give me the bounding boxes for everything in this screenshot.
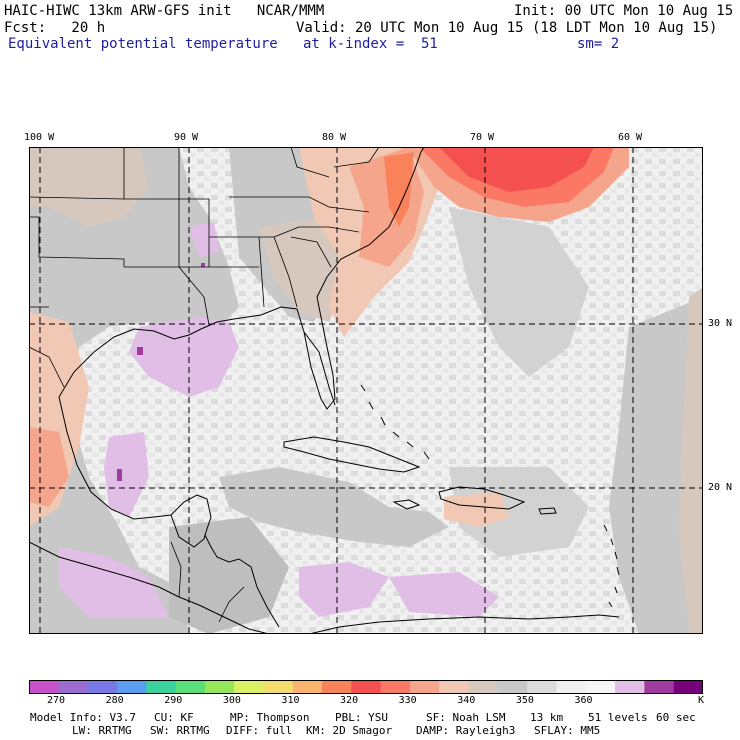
timestep: 60 sec <box>656 711 696 724</box>
colorbar-swatch <box>351 680 382 694</box>
lon-label-80w: 80 W <box>322 132 347 143</box>
valid-time: Valid: 20 UTC Mon 10 Aug 15 (18 LDT Mon … <box>296 20 718 36</box>
km-scheme: KM: 2D Smagor <box>306 724 393 737</box>
grey-regions <box>29 147 703 634</box>
lon-label-70w: 70 W <box>470 132 495 143</box>
colorbar-tick-label: 280 <box>105 695 124 706</box>
lat-label-30n: 30 N <box>708 318 733 329</box>
sflay-scheme: SFLAY: MM5 <box>534 724 601 737</box>
colorbar-swatch <box>673 680 703 694</box>
colorbar-tick-label: 320 <box>340 695 359 706</box>
colorbar-tick-label: 270 <box>47 695 66 706</box>
vertical-levels: 51 levels <box>588 711 648 724</box>
cu-scheme: CU: KF <box>154 711 194 724</box>
lw-scheme: LW: RRTMG <box>72 724 132 737</box>
colorbar-swatch <box>380 680 411 694</box>
colorbar-tick-label: 300 <box>222 695 241 706</box>
colorbar-tick-label: 290 <box>164 695 183 706</box>
smoothing: sm= 2 <box>577 36 620 52</box>
title-left: HAIC-HIWC 13km ARW-GFS init NCAR/MMM <box>4 3 325 19</box>
init-time: Init: 00 UTC Mon 10 Aug 15 <box>514 3 734 19</box>
colorbar-swatch <box>175 680 206 694</box>
level-index: at k-index = 51 <box>303 36 438 52</box>
colorbar-swatch <box>58 680 89 694</box>
forecast-hour: Fcst: 20 h <box>4 20 106 36</box>
colorbar-swatch <box>409 680 440 694</box>
colorbar-tick-label: 340 <box>457 695 476 706</box>
damp-scheme: DAMP: Rayleigh3 <box>416 724 516 737</box>
tan-regions <box>29 147 703 634</box>
diff-scheme: DIFF: full <box>226 724 293 737</box>
colorbar-tick-label: 310 <box>281 695 300 706</box>
mexico-borders <box>29 346 245 623</box>
lavender-regions <box>59 222 499 617</box>
colorbar <box>29 680 703 694</box>
colorbar-swatch <box>497 680 528 694</box>
latlon-grid <box>29 147 703 634</box>
colorbar-swatch <box>116 680 147 694</box>
colorbar-swatch <box>322 680 352 694</box>
colorbar-swatch <box>644 680 675 694</box>
colorbar-swatch <box>204 680 235 694</box>
warm-plume <box>384 147 629 227</box>
lon-label-90w: 90 W <box>174 132 199 143</box>
colorbar-swatch <box>439 680 470 694</box>
lat-label-20n: 20 N <box>708 482 733 493</box>
colorbar-frame <box>29 680 703 694</box>
field-name: Equivalent potential temperature <box>8 36 278 52</box>
coastlines <box>29 147 620 634</box>
colorbar-swatch <box>146 680 177 694</box>
theta-e-map <box>29 147 703 634</box>
colorbar-swatch <box>234 680 264 694</box>
colorbar-swatch <box>292 680 323 694</box>
lon-label-100w: 100 W <box>24 132 55 143</box>
colorbar-swatch <box>263 680 294 694</box>
state-borders <box>29 147 380 326</box>
map-frame <box>29 147 703 634</box>
colorbar-tick-label: 350 <box>515 695 534 706</box>
colorbar-swatch <box>556 680 587 694</box>
colorbar-swatch <box>585 680 616 694</box>
pbl-scheme: PBL: YSU <box>335 711 388 724</box>
sf-scheme: SF: Noah LSM <box>426 711 506 724</box>
resolution: 13 km <box>530 711 564 724</box>
colorbar-swatch <box>527 680 557 694</box>
colorbar-unit: K <box>698 695 705 706</box>
purple-spots <box>117 263 205 481</box>
colorbar-swatch <box>29 680 59 694</box>
sw-scheme: SW: RRTMG <box>150 724 210 737</box>
colorbar-swatch <box>87 680 118 694</box>
colorbar-swatch <box>615 680 645 694</box>
colorbar-tick-label: 360 <box>574 695 593 706</box>
model-info: Model Info: V3.7 <box>30 711 136 724</box>
colorbar-tick-label: 330 <box>398 695 417 706</box>
lon-label-60w: 60 W <box>618 132 643 143</box>
colorbar-swatch <box>468 680 499 694</box>
mp-scheme: MP: Thompson <box>230 711 310 724</box>
